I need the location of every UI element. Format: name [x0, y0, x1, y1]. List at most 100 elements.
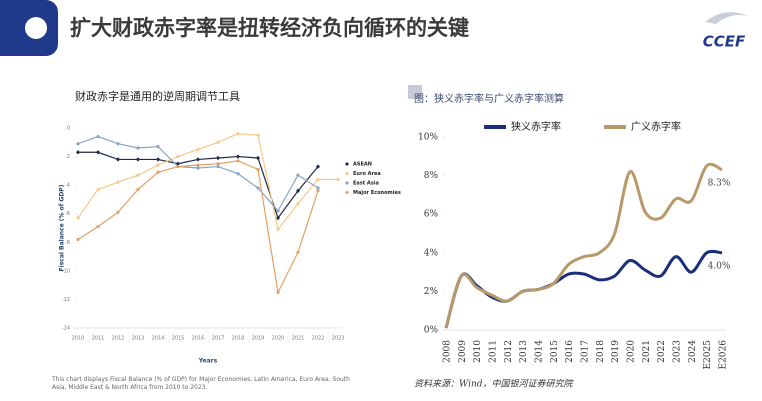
- marker: [276, 209, 280, 213]
- marker: [296, 250, 300, 254]
- marker: [316, 177, 320, 182]
- x-tick-label: 2018: [232, 336, 245, 342]
- marker: [296, 188, 300, 194]
- x-tick-label: 2013: [132, 336, 145, 342]
- marker: [116, 142, 120, 146]
- chart-title: 财政赤字是通用的逆周期调节工具: [75, 89, 240, 103]
- marker: [96, 187, 100, 192]
- x-tick-label: 2016: [565, 340, 575, 363]
- marker: [116, 180, 120, 184]
- marker: [276, 227, 280, 232]
- marker: [76, 216, 80, 220]
- series-line: [78, 151, 319, 220]
- marker: [316, 164, 320, 169]
- marker: [136, 146, 140, 150]
- marker: [216, 155, 220, 161]
- logo-wing: [705, 12, 748, 24]
- marker: [96, 224, 100, 229]
- marker: [76, 142, 80, 146]
- x-tick-label: 2020: [627, 340, 637, 363]
- y-tick-label: 0: [67, 126, 70, 132]
- marker: [216, 140, 220, 144]
- y-tick-label: -2: [65, 154, 70, 160]
- y-tick-label: -6: [65, 211, 70, 217]
- x-tick-label: 2015: [550, 340, 560, 363]
- series-line: [77, 133, 338, 231]
- title-icon: [408, 85, 422, 99]
- x-tick-label: 2024: [688, 340, 698, 363]
- legend-label: ASEAN: [353, 162, 372, 168]
- series-line: [444, 249, 723, 329]
- x-tick-label: 2011: [489, 340, 499, 363]
- x-tick-label: 2009: [458, 340, 468, 363]
- marker: [316, 189, 320, 193]
- series-line: [77, 135, 319, 212]
- logo: CCEF: [703, 33, 746, 51]
- y-tick-label: -4: [65, 183, 70, 189]
- x-tick-label: 2012: [504, 340, 514, 363]
- x-tick-label: 2014: [152, 336, 165, 342]
- marker: [96, 134, 100, 139]
- marker: [256, 133, 260, 137]
- legend-marker: [345, 171, 349, 176]
- x-tick-label: 2008: [443, 340, 453, 363]
- x-tick-label: E2026: [719, 340, 729, 370]
- marker: [236, 172, 240, 176]
- x-tick-label: 2010: [72, 336, 85, 342]
- x-tick-label: 2012: [112, 336, 125, 342]
- x-axis-title: Years: [198, 358, 218, 365]
- x-tick-label: 2020: [272, 336, 285, 342]
- y-tick-label: 6%: [424, 210, 439, 220]
- legend-marker: [345, 181, 349, 185]
- chart-title: 图：狭义赤字率与广义赤字率测算: [414, 92, 564, 105]
- x-tick-label: 2022: [657, 340, 667, 363]
- x-tick-label: 2015: [172, 336, 185, 342]
- x-tick-label: 2010: [473, 340, 483, 363]
- y-tick-label: -8: [65, 240, 70, 246]
- x-tick-label: 2019: [252, 336, 265, 342]
- y-tick-label: -14: [62, 326, 70, 332]
- series-line: [444, 162, 723, 329]
- footnote: This chart displays Fiscal Balance (% of…: [52, 376, 350, 391]
- marker: [256, 167, 260, 172]
- marker: [176, 154, 180, 159]
- y-axis-title: Fiscal Balance (% of GDP): [59, 184, 66, 271]
- marker: [216, 164, 220, 169]
- x-tick-label: 2021: [642, 340, 652, 363]
- legend-label: 广义赤字率: [631, 120, 681, 133]
- y-tick-label: 0%: [424, 326, 439, 336]
- legend-label: Euro Area: [353, 171, 381, 177]
- note-box: This chart displays Fiscal Balance (% of…: [52, 376, 350, 391]
- x-tick-label: 2017: [581, 340, 591, 363]
- x-tick-label: 2019: [611, 340, 621, 363]
- marker: [156, 163, 160, 167]
- x-tick-label: 2011: [92, 336, 105, 342]
- value-label: 8.3%: [708, 178, 731, 188]
- source-note: 资料来源：Wind，中国银河证券研究院: [414, 379, 575, 390]
- marker: [156, 170, 160, 174]
- x-tick-label: 2017: [212, 336, 225, 342]
- marker: [116, 210, 120, 214]
- marker: [336, 177, 340, 182]
- marker: [156, 144, 160, 149]
- marker: [136, 187, 140, 192]
- marker: [236, 159, 240, 163]
- marker: [136, 157, 140, 162]
- marker: [196, 163, 200, 167]
- marker: [256, 186, 260, 190]
- marker: [136, 173, 140, 177]
- x-tick-label: E2025: [703, 340, 713, 370]
- marker: [256, 155, 260, 161]
- x-tick-label: 2021: [292, 336, 305, 342]
- marker: [296, 173, 300, 177]
- header-dot: [25, 17, 47, 39]
- marker: [196, 147, 200, 152]
- marker: [76, 237, 80, 242]
- value-label: 4.0%: [708, 261, 731, 271]
- x-tick-label: 2013: [519, 340, 529, 363]
- marker: [196, 157, 200, 162]
- y-tick-label: -12: [62, 297, 70, 303]
- marker: [236, 154, 240, 159]
- y-tick-label: 4%: [424, 248, 439, 258]
